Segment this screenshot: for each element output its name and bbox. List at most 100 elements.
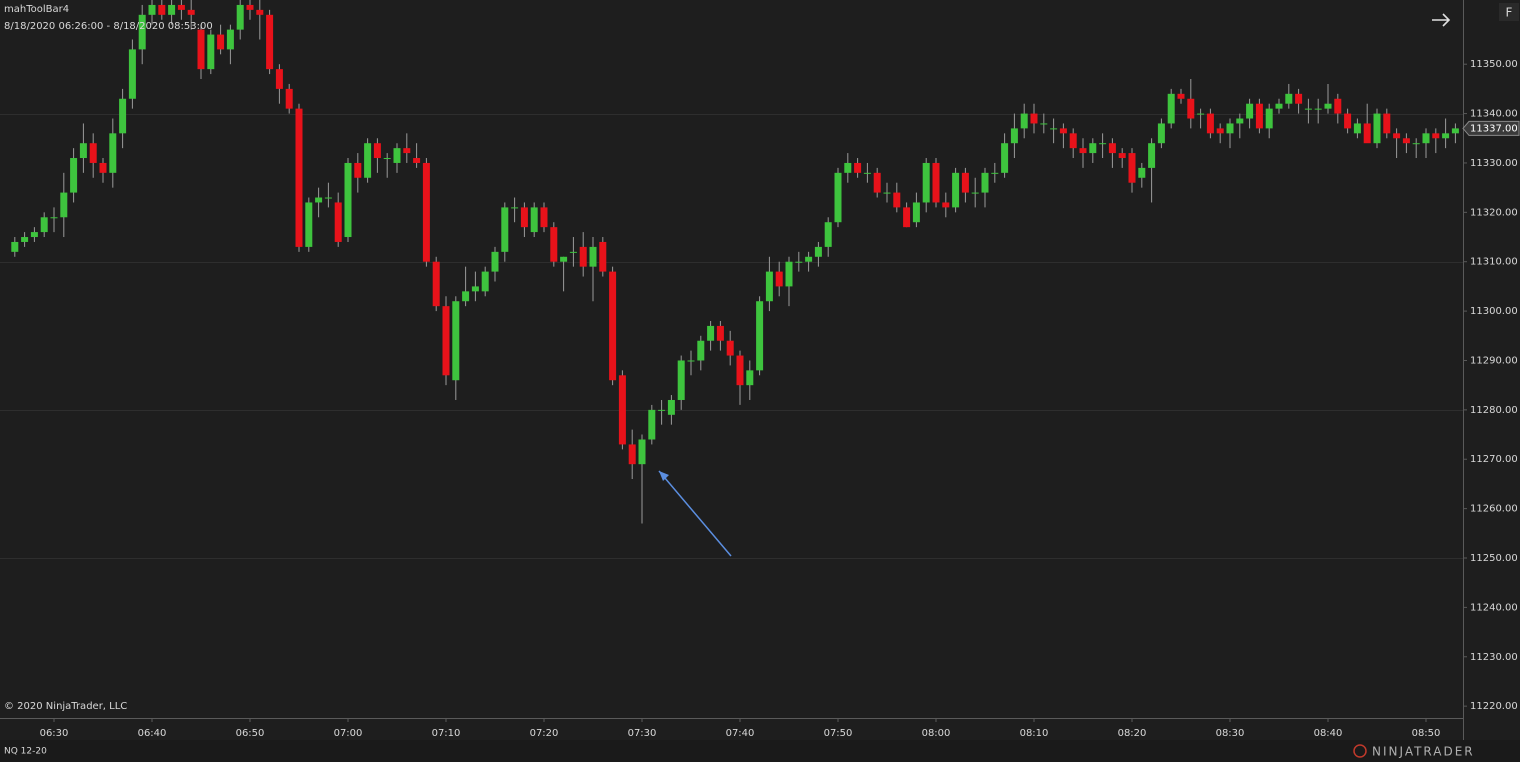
candle-body <box>1030 113 1038 124</box>
navigate-arrow-icon[interactable] <box>1432 13 1451 27</box>
candle-body <box>1353 123 1361 134</box>
candle-body <box>30 232 38 238</box>
candle-body <box>1255 103 1263 129</box>
candle-body <box>354 162 362 178</box>
candle-body <box>1451 128 1459 134</box>
candle-body <box>236 4 244 30</box>
x-tick-label: 06:40 <box>138 728 167 739</box>
candle-body <box>1059 128 1067 134</box>
candle-body <box>1089 143 1097 154</box>
logo-icon <box>1353 744 1367 758</box>
candle-body <box>1363 123 1371 144</box>
candle-body <box>618 375 626 445</box>
candle-body <box>579 246 587 267</box>
candle-body <box>667 399 675 415</box>
candle-body <box>677 360 685 400</box>
candle-body <box>1422 133 1430 144</box>
candles <box>11 0 1459 524</box>
candle-body <box>128 49 136 99</box>
y-tick-label: 11290.00 <box>1470 355 1518 366</box>
candle-body <box>1157 123 1165 144</box>
labels: 11220.00 11230.00 11240.00 11250.00 11260.00… <box>40 59 1520 739</box>
candle-body <box>609 271 617 381</box>
y-tick-label: 11280.00 <box>1470 405 1518 416</box>
candle-body <box>863 172 871 174</box>
candle-body <box>628 444 636 465</box>
candle-body <box>275 69 283 89</box>
y-tick-label: 11240.00 <box>1470 602 1518 613</box>
candle-body <box>40 217 48 233</box>
annotation-arrow <box>658 470 732 557</box>
x-tick-label: 08:00 <box>922 728 951 739</box>
candle-body <box>1265 108 1273 129</box>
candle-body <box>795 261 803 263</box>
candle-body <box>1010 128 1018 144</box>
candle-body <box>814 246 822 257</box>
x-tick-label: 08:20 <box>1118 728 1147 739</box>
candle-body <box>373 143 381 159</box>
candle-body <box>599 241 607 272</box>
candle-body <box>1275 103 1283 109</box>
copyright: © 2020 NinjaTrader, LLC <box>4 701 127 712</box>
candle-body <box>1216 128 1224 134</box>
button-bg[interactable] <box>1499 3 1519 21</box>
candle-body <box>207 34 215 70</box>
candle-body <box>422 162 430 262</box>
candle-body <box>638 439 646 465</box>
candle-body <box>1236 118 1244 124</box>
candle-body <box>1099 143 1107 145</box>
button-label[interactable]: F <box>1506 6 1513 20</box>
candle-body <box>481 271 489 292</box>
candle-body <box>1246 103 1254 119</box>
candle-body <box>266 14 274 70</box>
candle-body <box>520 207 528 228</box>
y-tick-label: 11320.00 <box>1470 207 1518 218</box>
candle-body <box>315 197 323 203</box>
candle-body <box>1001 143 1009 173</box>
candle-body <box>393 148 401 163</box>
candle-body <box>991 172 999 174</box>
candle-body <box>226 29 234 50</box>
last-price-label: 11337.00 <box>1470 123 1518 134</box>
candle-body <box>981 172 989 193</box>
candle-body <box>844 162 852 173</box>
candle-body <box>50 217 58 219</box>
candle-body <box>295 108 303 247</box>
candle-body <box>177 4 185 10</box>
candle-body <box>903 207 911 228</box>
x-tick-label: 07:50 <box>824 728 853 739</box>
candle-body <box>961 172 969 193</box>
y-tick-label: 11350.00 <box>1470 59 1518 70</box>
candle-body <box>912 202 920 223</box>
y-tick-label: 11220.00 <box>1470 701 1518 712</box>
candle-body <box>765 271 773 302</box>
candle-body <box>1197 113 1205 115</box>
candle-body <box>21 237 29 242</box>
candle-body <box>560 256 568 262</box>
candle-body <box>1324 103 1332 109</box>
candle-body <box>324 197 332 199</box>
candle-body <box>70 158 78 193</box>
last-price-marker <box>1462 120 1520 136</box>
candle-body <box>893 192 901 208</box>
candle-body <box>687 360 695 362</box>
candle-body <box>883 192 891 194</box>
candle-body <box>89 143 97 163</box>
candle-body <box>109 133 117 173</box>
candle-body <box>99 162 107 173</box>
candle-body <box>1128 153 1136 183</box>
candle-body <box>1285 93 1293 104</box>
candle-body <box>1295 93 1303 104</box>
candle-body <box>775 271 783 287</box>
candle-body <box>1108 143 1116 154</box>
candle-body <box>658 409 666 411</box>
candle-body <box>1373 113 1381 144</box>
candle-body <box>334 202 342 242</box>
candle-body <box>148 4 156 15</box>
candle-body <box>305 202 313 247</box>
candle-body <box>1402 138 1410 144</box>
candle-body <box>1383 113 1391 134</box>
y-tick-label: 11310.00 <box>1470 257 1518 268</box>
candle-body <box>746 370 754 386</box>
